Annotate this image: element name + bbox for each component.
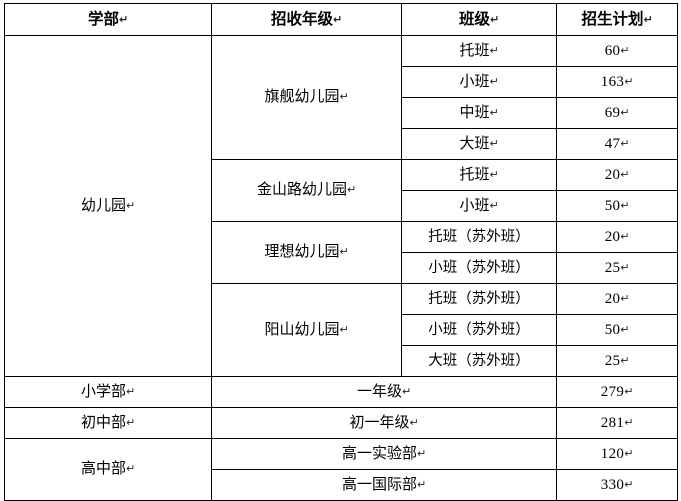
document-page: 学部↵ 招收年级↵ 班级↵ 招生计划↵ 幼儿园↵ 旗舰幼儿园↵ 托班↵ 60↵ … [4,3,678,501]
header-cell-grade: 招收年级↵ [211,3,402,36]
cell-grade: 理想幼儿园↵ [211,221,402,284]
table-header: 学部↵ 招收年级↵ 班级↵ 招生计划↵ [4,3,678,36]
table-row: 理想幼儿园↵ 托班（苏外班） 20↵ [5,221,678,284]
table-row: 小班↵ 163↵ [5,66,678,98]
cell-plan: 20↵ [556,221,678,253]
cell-plan: 20↵ [556,159,678,191]
paragraph-mark-icon: ↵ [126,198,136,212]
paragraph-mark-icon: ↵ [490,12,500,26]
paragraph-mark-icon: ↵ [417,446,427,460]
header-cell-plan: 招生计划↵ [556,3,678,36]
cell-class: 托班↵ [401,159,557,191]
paragraph-mark-icon: ↵ [339,245,349,259]
paragraph-mark-icon: ↵ [624,415,634,429]
paragraph-mark-icon: ↵ [620,260,630,274]
cell-plan: 120↵ [556,438,678,470]
paragraph-mark-icon: ↵ [489,167,499,181]
header-cell-department: 学部↵ [4,3,212,36]
table-row: 小班（苏外班） 25↵ [5,252,678,284]
paragraph-mark-icon: ↵ [620,105,630,119]
cell-plan: 20↵ [556,283,678,315]
cell-plan: 279↵ [556,376,678,408]
paragraph-mark-icon: ↵ [620,229,630,243]
table-row: 初中部↵ 初一年级↵ 281↵ [4,407,678,439]
table-header-row: 学部↵ 招收年级↵ 班级↵ 招生计划↵ [4,3,678,36]
paragraph-mark-icon: ↵ [119,12,129,26]
cell-grade: 一年级↵ [211,376,557,408]
table-row: 小学部↵ 一年级↵ 279↵ [4,376,678,408]
paragraph-mark-icon: ↵ [489,43,499,57]
cell-grade: 金山路幼儿园↵ [211,159,402,222]
paragraph-mark-icon: ↵ [620,291,630,305]
cell-grade: 高一实验部↵ [211,438,557,470]
cell-department: 初中部↵ [4,407,212,439]
paragraph-mark-icon: ↵ [333,12,343,26]
cell-plan: 330↵ [556,469,678,501]
paragraph-mark-icon: ↵ [402,384,412,398]
cell-class: 小班↵ [401,190,557,222]
paragraph-mark-icon: ↵ [489,74,499,88]
table-row: 阳山幼儿园↵ 托班（苏外班） 20↵ [5,283,678,377]
cell-plan: 281↵ [556,407,678,439]
cell-class: 托班（苏外班） [401,221,557,253]
paragraph-mark-icon: ↵ [417,477,427,491]
paragraph-mark-icon: ↵ [126,462,136,476]
paragraph-mark-icon: ↵ [339,322,349,336]
paragraph-mark-icon: ↵ [347,183,357,197]
cell-class: 大班（苏外班） [401,345,557,377]
cell-class: 托班（苏外班） [401,283,557,315]
paragraph-mark-icon: ↵ [620,43,630,57]
cell-plan: 50↵ [556,314,678,346]
cell-plan: 25↵ [556,252,678,284]
table-body: 幼儿园↵ 旗舰幼儿园↵ 托班↵ 60↵ 小班↵ 163↵ 中班↵ 69↵ 大班↵… [4,35,678,501]
paragraph-mark-icon: ↵ [489,136,499,150]
cell-plan: 60↵ [556,35,678,67]
cell-plan: 25↵ [556,345,678,377]
table-row: 高中部↵ 高一实验部↵ 120↵ [4,438,678,501]
table-row: 小班↵ 50↵ [5,190,678,222]
paragraph-mark-icon: ↵ [643,12,653,26]
cell-plan: 163↵ [556,66,678,98]
cell-plan: 47↵ [556,128,678,160]
paragraph-mark-icon: ↵ [489,105,499,119]
table-row: 幼儿园↵ 旗舰幼儿园↵ 托班↵ 60↵ [4,35,678,377]
cell-class: 中班↵ [401,97,557,129]
cell-grade: 高一国际部↵ [211,469,557,501]
cell-plan: 50↵ [556,190,678,222]
paragraph-mark-icon: ↵ [624,477,634,491]
cell-class: 托班↵ [401,35,557,67]
paragraph-mark-icon: ↵ [409,415,419,429]
table-row: 小班（苏外班） 50↵ [5,314,678,346]
cell-grade: 初一年级↵ [211,407,557,439]
cell-class: 小班（苏外班） [401,314,557,346]
paragraph-mark-icon: ↵ [620,167,630,181]
paragraph-mark-icon: ↵ [624,446,634,460]
cell-department: 高中部↵ [4,438,212,501]
enrollment-plan-table: 学部↵ 招收年级↵ 班级↵ 招生计划↵ 幼儿园↵ 旗舰幼儿园↵ 托班↵ 60↵ … [4,3,678,501]
paragraph-mark-icon: ↵ [624,384,634,398]
paragraph-mark-icon: ↵ [624,74,634,88]
paragraph-mark-icon: ↵ [620,322,630,336]
cell-class: 小班（苏外班） [401,252,557,284]
paragraph-mark-icon: ↵ [339,90,349,104]
cell-department: 幼儿园↵ [4,35,212,377]
paragraph-mark-icon: ↵ [126,415,136,429]
paragraph-mark-icon: ↵ [620,136,630,150]
paragraph-mark-icon: ↵ [620,353,630,367]
cell-plan: 69↵ [556,97,678,129]
header-cell-class: 班级↵ [401,3,557,36]
cell-grade: 阳山幼儿园↵ [211,283,402,377]
paragraph-mark-icon: ↵ [126,384,136,398]
cell-grade: 旗舰幼儿园↵ [211,35,402,160]
cell-department: 小学部↵ [4,376,212,408]
paragraph-mark-icon: ↵ [620,198,630,212]
cell-class: 大班↵ [401,128,557,160]
paragraph-mark-icon: ↵ [489,198,499,212]
cell-class: 小班↵ [401,66,557,98]
